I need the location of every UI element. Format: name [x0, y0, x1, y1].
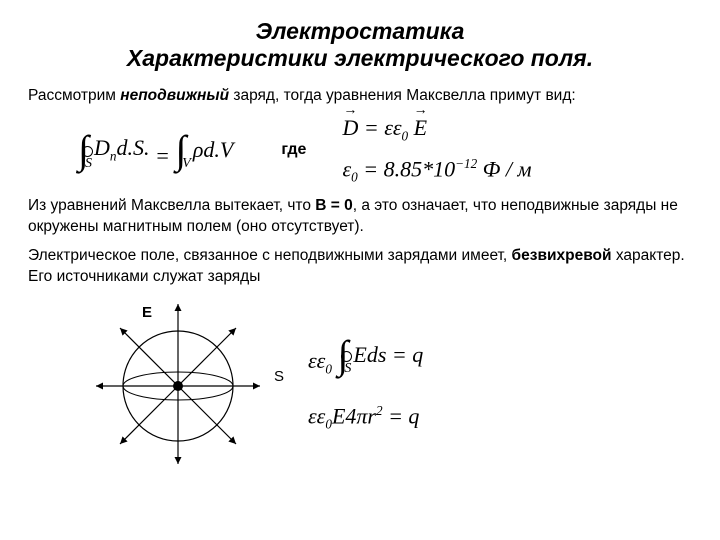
eps0-exp: −12 — [455, 156, 477, 171]
diagram-E-label: E — [142, 304, 152, 321]
D-eps-E-eq: D = εε0 E — [342, 115, 531, 144]
eps0-val: = 8.85*10 — [358, 157, 455, 182]
para-maxwell-B0: Из уравнений Максвелла вытекает, что В =… — [28, 196, 692, 238]
D-sym: D — [94, 135, 110, 160]
closed-integral-icon: ∫ — [78, 132, 89, 168]
field-arrow — [120, 328, 178, 386]
intro-highlight: неподвижный — [120, 87, 229, 104]
charge-dot — [173, 381, 183, 391]
eps0-sub: 0 — [351, 170, 358, 185]
eq-q: = q — [383, 403, 420, 428]
intro-paragraph: Рассмотрим неподвижный заряд, тогда урав… — [28, 86, 692, 107]
intro-suffix: заряд, тогда уравнения Максвелла примут … — [229, 87, 576, 104]
eps0-value: ε0 = 8.85*10−12 Ф / м — [342, 156, 531, 186]
D-vector: D — [342, 115, 358, 141]
intro-prefix: Рассмотрим — [28, 87, 120, 104]
eps0-sub-b2: 0 — [325, 417, 332, 432]
dS: d.S. — [116, 135, 149, 160]
gauss-int-eq: εε0 ∫ S Eds = q — [308, 337, 423, 377]
eps-sub0: 0 — [402, 128, 409, 143]
eq2-mid: = εε — [358, 115, 401, 140]
field-arrow — [120, 386, 178, 444]
lower-row: E S εε0 ∫ S Eds = — [28, 296, 692, 466]
title-line1: Электростатика — [28, 18, 692, 45]
where-label: где — [269, 141, 306, 159]
eps-eps0-pre: εε — [308, 348, 325, 373]
E-vector: E — [414, 115, 427, 141]
title-line2: Характеристики электрического поля. — [28, 45, 692, 72]
equation-row-1: ∫ S Dnd.S. = ∫ V ρd.V где D = εε0 E ε0 =… — [28, 115, 692, 186]
p3-prefix: Электрическое поле, связанное с неподвиж… — [28, 247, 512, 264]
eps0-sym: ε — [342, 157, 351, 182]
field-diagram: E S — [88, 296, 268, 466]
r-sq: 2 — [376, 403, 383, 418]
surface-integral-eq: ∫ S Dnd.S. = ∫ V ρd.V — [78, 132, 233, 169]
E4pir: E4πr — [332, 403, 376, 428]
eq-right-column: D = εε0 E ε0 = 8.85*10−12 Ф / м — [342, 115, 531, 186]
Eds-q: Eds = q — [353, 342, 423, 368]
title-block: Электростатика Характеристики электричес… — [28, 18, 692, 72]
eps-eps0-pre2: εε — [308, 403, 325, 428]
diagram-S-label: S — [274, 368, 284, 385]
eps0-unit: Ф / м — [483, 157, 532, 182]
gauss-sphere-eq: εε0E4πr2 = q — [308, 403, 423, 433]
p2-prefix: Из уравнений Максвелла вытекает, что — [28, 197, 315, 214]
closed-integral-icon: ∫ — [337, 337, 348, 373]
para-irrotational: Электрическое поле, связанное с неподвиж… — [28, 246, 692, 288]
field-arrow — [178, 386, 236, 444]
p3-bold: безвихревой — [512, 247, 612, 264]
eq-sign: = — [155, 143, 175, 168]
eps0-sub-b1: 0 — [325, 361, 332, 376]
p2-B0: В = 0 — [315, 197, 352, 214]
rho-dV: ρd.V — [193, 137, 234, 163]
field-arrow — [178, 328, 236, 386]
field-diagram-svg — [88, 296, 268, 466]
integral-icon: ∫ — [175, 132, 186, 168]
gauss-equations: εε0 ∫ S Eds = q εε0E4πr2 = q — [308, 337, 423, 433]
